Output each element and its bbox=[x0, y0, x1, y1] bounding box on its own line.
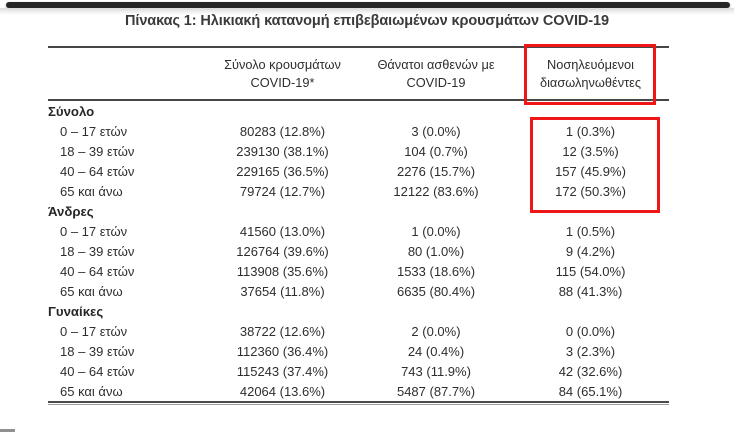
deaths-cell: 1 (0.0%) bbox=[411, 223, 461, 239]
covid-age-distribution-table: Σύνολο κρουσμάτων COVID-19* Θάνατοι ασθε… bbox=[48, 46, 669, 405]
age-cell: 40 – 64 ετών bbox=[60, 363, 135, 379]
deaths-cell: 5487 (87.7%) bbox=[396, 383, 476, 399]
deaths-cell: 2 (0.0%) bbox=[411, 323, 461, 339]
deaths-cell: 743 (11.9%) bbox=[401, 363, 471, 379]
header-intubated: Νοσηλευόμενοι διασωληνωθέντες bbox=[512, 48, 669, 99]
deaths-cell: 1533 (18.6%) bbox=[396, 263, 476, 279]
header-total-cases-line1: Σύνολο κρουσμάτων bbox=[224, 56, 341, 72]
age-cell: 40 – 64 ετών bbox=[60, 263, 135, 279]
table-bottom-rule bbox=[48, 401, 669, 405]
deaths-cell: 104 (0.7%) bbox=[404, 143, 468, 159]
table-title: Πίνακας 1: Ηλικιακή κατανομή επιβεβαιωμέ… bbox=[125, 13, 609, 29]
section-label-row: Σύνολο bbox=[48, 101, 669, 121]
age-cell: 65 και άνω bbox=[60, 283, 123, 299]
total-cases-cell: 38722 (12.6%) bbox=[239, 323, 326, 339]
total-cases-cell: 113908 (35.6%) bbox=[236, 263, 329, 279]
deaths-cell: 3 (0.0%) bbox=[411, 123, 461, 139]
total-cases-cell: 41560 (13.0%) bbox=[239, 223, 326, 239]
intubated-cell: 1 (0.3%) bbox=[565, 123, 616, 139]
section-label-row: Γυναίκες bbox=[48, 301, 669, 321]
intubated-cell: 3 (2.3%) bbox=[565, 343, 616, 359]
total-cases-cell: 79724 (12.7%) bbox=[239, 183, 326, 199]
header-empty-cell bbox=[48, 48, 205, 99]
section-label: Άνδρες bbox=[48, 203, 94, 219]
table-row: 0 – 17 ετών 38722 (12.6%) 2 (0.0%) 0 (0.0%) bbox=[48, 321, 669, 341]
deaths-cell: 6635 (80.4%) bbox=[396, 283, 476, 299]
header-intubated-line2: διασωληνωθέντες bbox=[539, 74, 642, 90]
table-body: Σύνολο 0 – 17 ετών 80283 (12.8%) 3 (0.0%) 1 … bbox=[48, 101, 669, 401]
table-row: 65 και άνω 79724 (12.7%) 12122 (83.6%) 172 … bbox=[48, 181, 669, 201]
age-cell: 65 και άνω bbox=[60, 183, 123, 199]
table-row: 40 – 64 ετών 229165 (36.5%) 2276 (15.7%) 15… bbox=[48, 161, 669, 181]
window-top-edge-bar bbox=[6, 2, 730, 8]
total-cases-cell: 126764 (39.6%) bbox=[236, 243, 329, 259]
age-cell: 65 και άνω bbox=[60, 383, 123, 399]
intubated-cell: 9 (4.2%) bbox=[565, 243, 616, 259]
scrollbar-fragment bbox=[0, 429, 15, 432]
age-cell: 18 – 39 ετών bbox=[60, 343, 135, 359]
intubated-cell: 12 (3.5%) bbox=[562, 143, 619, 159]
age-cell: 0 – 17 ετών bbox=[60, 123, 128, 139]
header-deaths-line1: Θάνατοι ασθενών με bbox=[377, 56, 495, 72]
header-intubated-line1: Νοσηλευόμενοι bbox=[546, 56, 635, 72]
age-cell: 18 – 39 ετών bbox=[60, 243, 135, 259]
table-row: 0 – 17 ετών 80283 (12.8%) 3 (0.0%) 1 (0.3%) bbox=[48, 121, 669, 141]
table-row: 40 – 64 ετών 115243 (37.4%) 743 (11.9%) 42 … bbox=[48, 361, 669, 381]
section-label: Γυναίκες bbox=[48, 303, 104, 319]
header-total-cases-line2: COVID-19* bbox=[250, 74, 315, 90]
deaths-cell: 80 (1.0%) bbox=[407, 243, 465, 259]
header-deaths-line2: COVID-19 bbox=[406, 74, 466, 90]
intubated-cell: 172 (50.3%) bbox=[555, 183, 626, 199]
table-row: 40 – 64 ετών 113908 (35.6%) 1533 (18.6%) 11… bbox=[48, 261, 669, 281]
table-row: 65 και άνω 42064 (13.6%) 5487 (87.7%) 84 (6… bbox=[48, 381, 669, 401]
deaths-cell: 2276 (15.7%) bbox=[396, 163, 476, 179]
table-row: 0 – 17 ετών 41560 (13.0%) 1 (0.0%) 1 (0.5%) bbox=[48, 221, 669, 241]
total-cases-cell: 80283 (12.8%) bbox=[239, 123, 326, 139]
section-label-row: Άνδρες bbox=[48, 201, 669, 221]
intubated-cell: 84 (65.1%) bbox=[558, 383, 623, 399]
header-total-cases: Σύνολο κρουσμάτων COVID-19* bbox=[205, 48, 360, 99]
total-cases-cell: 37654 (11.8%) bbox=[240, 283, 325, 299]
total-cases-cell: 229165 (36.5%) bbox=[236, 163, 329, 179]
table-header-row: Σύνολο κρουσμάτων COVID-19* Θάνατοι ασθε… bbox=[48, 48, 669, 101]
intubated-cell: 1 (0.5%) bbox=[565, 223, 616, 239]
table-row: 18 – 39 ετών 239130 (38.1%) 104 (0.7%) 12 (… bbox=[48, 141, 669, 161]
intubated-cell: 42 (32.6%) bbox=[558, 363, 623, 379]
top-edge-shadow bbox=[0, 8, 734, 15]
intubated-cell: 115 (54.0%) bbox=[555, 263, 626, 279]
total-cases-cell: 42064 (13.6%) bbox=[239, 383, 326, 399]
total-cases-cell: 112360 (36.4%) bbox=[236, 343, 329, 359]
section-label: Σύνολο bbox=[48, 103, 95, 119]
total-cases-cell: 239130 (38.1%) bbox=[236, 143, 329, 159]
deaths-cell: 24 (0.4%) bbox=[407, 343, 465, 359]
intubated-cell: 157 (45.9%) bbox=[555, 163, 626, 179]
deaths-cell: 12122 (83.6%) bbox=[393, 183, 479, 199]
total-cases-cell: 115243 (37.4%) bbox=[236, 363, 329, 379]
intubated-cell: 88 (41.3%) bbox=[558, 283, 623, 299]
header-deaths: Θάνατοι ασθενών με COVID-19 bbox=[360, 48, 512, 99]
intubated-cell: 0 (0.0%) bbox=[565, 323, 616, 339]
age-cell: 40 – 64 ετών bbox=[60, 163, 135, 179]
age-cell: 18 – 39 ετών bbox=[60, 143, 135, 159]
age-cell: 0 – 17 ετών bbox=[60, 223, 128, 239]
table-row: 18 – 39 ετών 112360 (36.4%) 24 (0.4%) 3 (2.… bbox=[48, 341, 669, 361]
table-row: 18 – 39 ετών 126764 (39.6%) 80 (1.0%) 9 (4.… bbox=[48, 241, 669, 261]
table-row: 65 και άνω 37654 (11.8%) 6635 (80.4%) 88 (4… bbox=[48, 281, 669, 301]
age-cell: 0 – 17 ετών bbox=[60, 323, 128, 339]
